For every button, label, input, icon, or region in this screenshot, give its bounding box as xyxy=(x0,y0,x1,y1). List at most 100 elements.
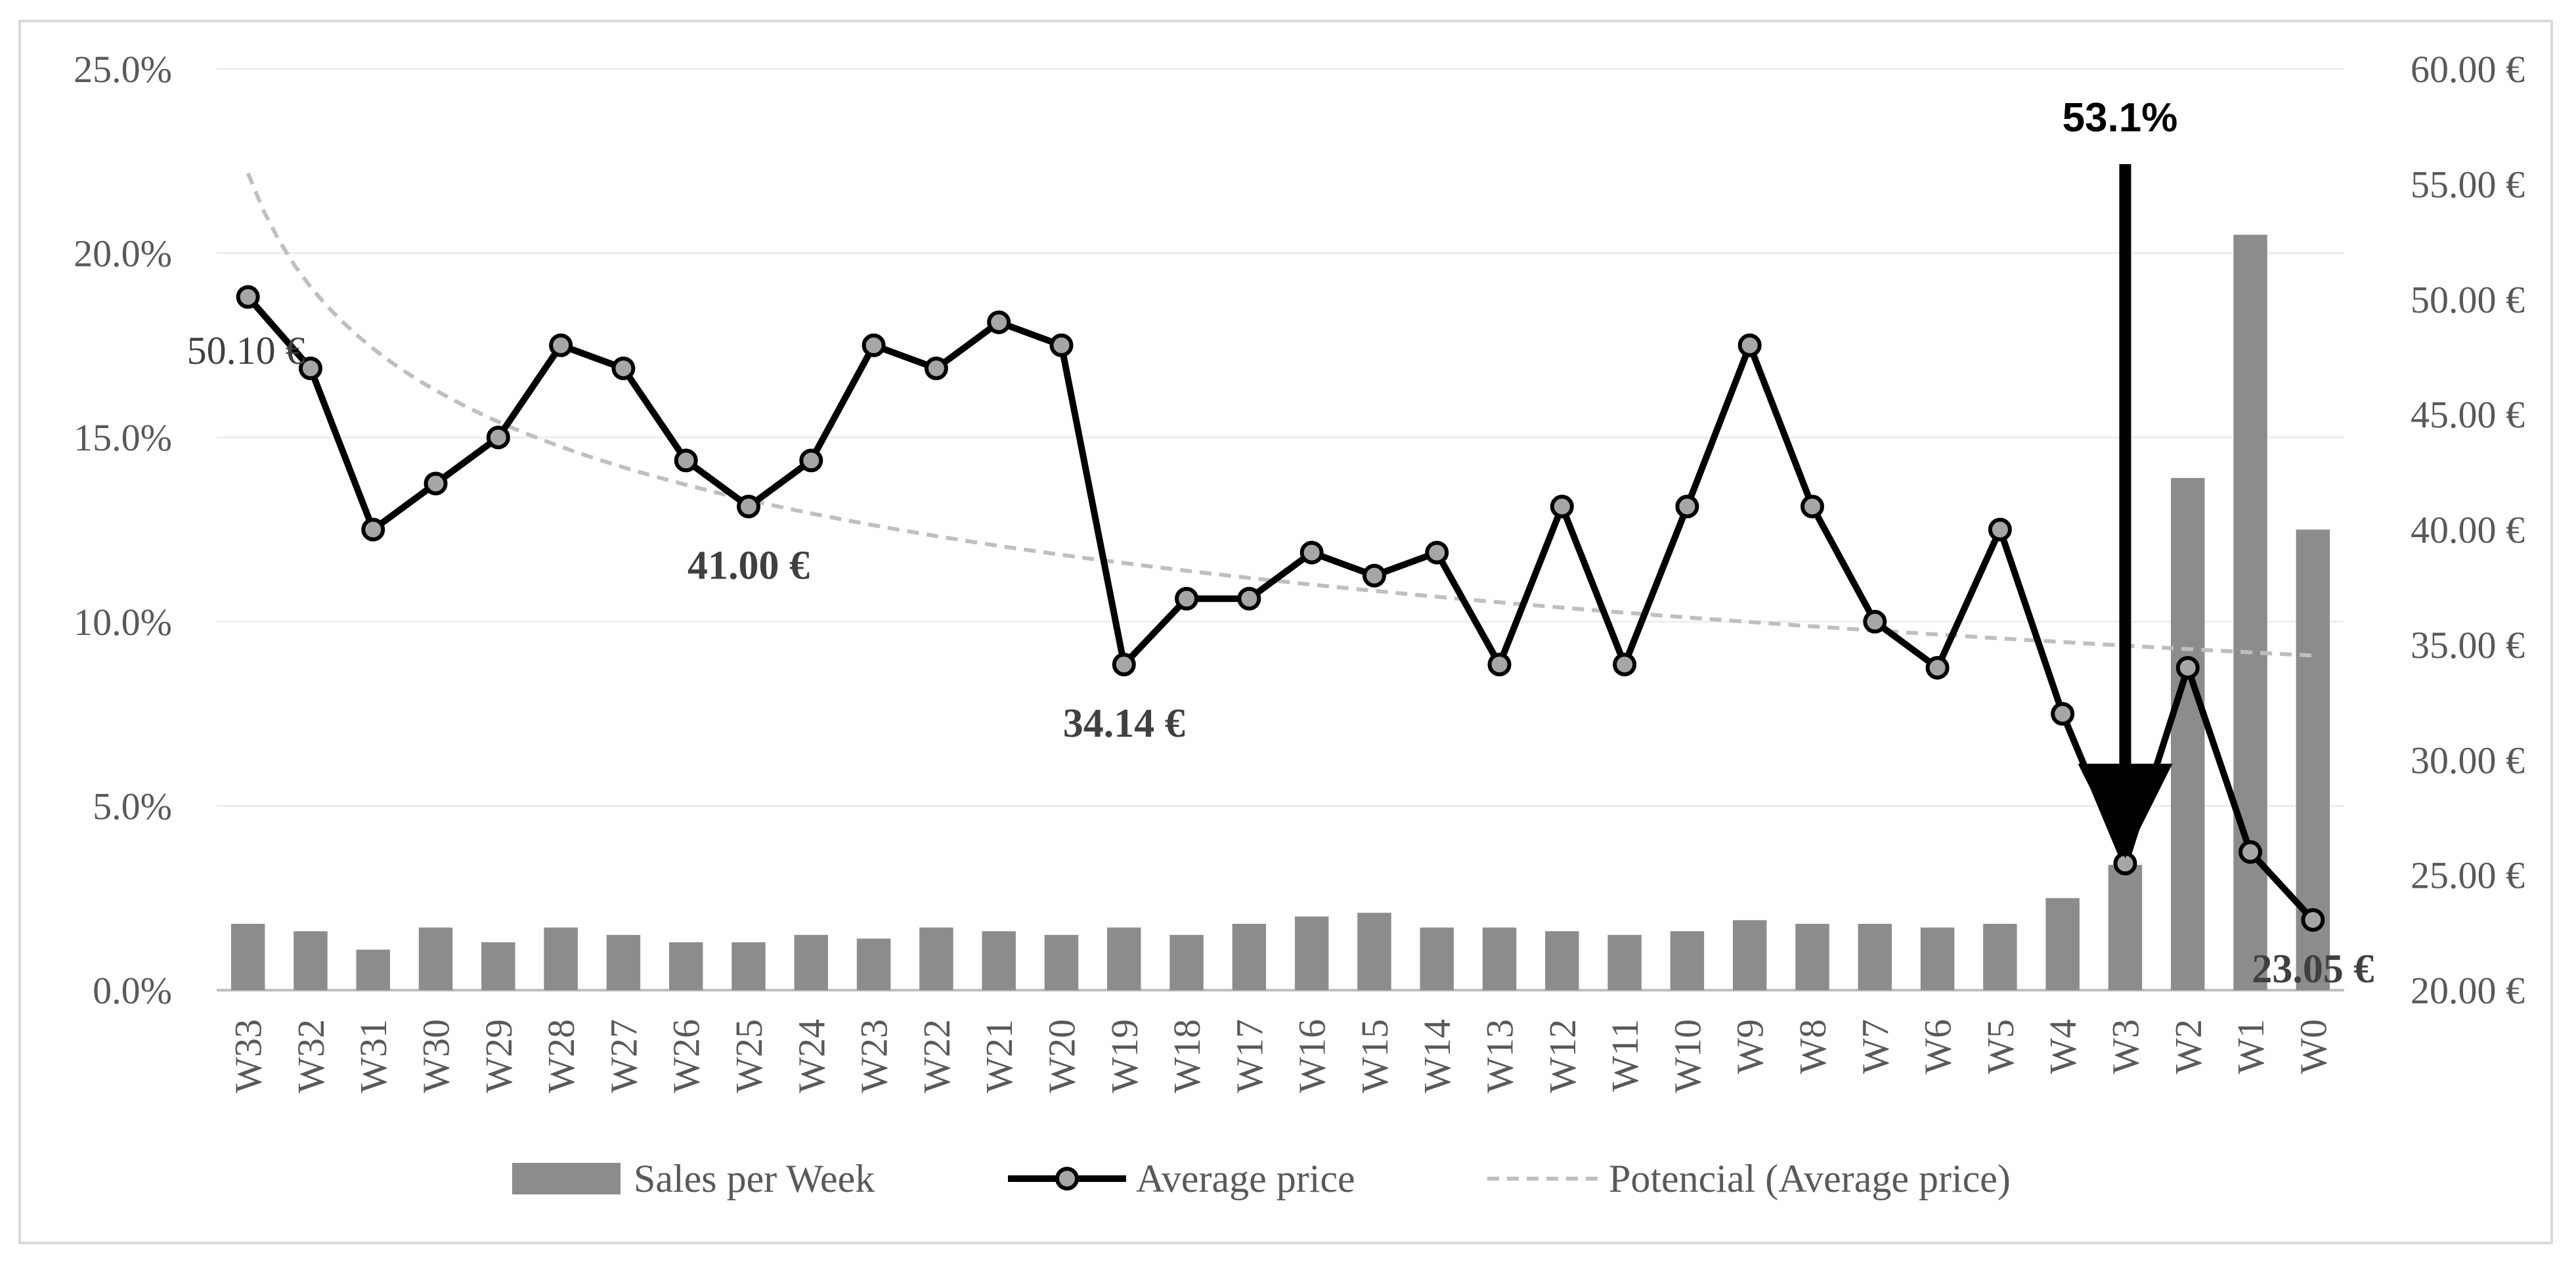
line-series xyxy=(236,285,2325,932)
bar-w9 xyxy=(1732,920,1767,990)
bar-w1 xyxy=(2233,234,2267,990)
bar-w18 xyxy=(1169,934,1204,990)
bar-w17 xyxy=(1232,923,1267,990)
bar-w5 xyxy=(1983,923,2017,990)
peak-callout-label: 53.1% xyxy=(2063,95,2178,141)
x-tick-label: W28 xyxy=(540,1019,582,1093)
right-axis-ticks: 20.00 € 25.00 € 30.00 € 35.00 € 40.00 € 45.00… xyxy=(2411,48,2525,1012)
legend-label-line: Average price xyxy=(1136,1157,1355,1200)
bar-w27 xyxy=(606,934,641,990)
x-tick-label: W12 xyxy=(1541,1019,1584,1093)
x-tick-label: W1 xyxy=(2229,1019,2272,1074)
bar-w10 xyxy=(1670,931,1705,990)
x-tick-label: W14 xyxy=(1416,1019,1458,1093)
point-w19 xyxy=(1112,653,1136,677)
bar-w28 xyxy=(544,927,578,990)
bar-w15 xyxy=(1357,913,1391,990)
point-w26 xyxy=(674,448,698,473)
right-axis-tick-label: 55.00 € xyxy=(2411,163,2525,206)
bar-w14 xyxy=(1420,927,1454,990)
x-tick-label: W6 xyxy=(1917,1019,1959,1074)
x-tick-label: W15 xyxy=(1353,1019,1396,1093)
left-axis-ticks: 0.0% 5.0% 10.0% 15.0% 20.0% 25.0% xyxy=(74,48,172,1012)
bar-w2 xyxy=(2171,477,2205,990)
x-tick-label: W17 xyxy=(1228,1019,1271,1093)
point-w30 xyxy=(424,471,448,496)
legend-label-trend: Potencial (Average price) xyxy=(1609,1157,2011,1200)
right-axis-tick-label: 60.00 € xyxy=(2411,48,2525,91)
right-axis-tick-label: 30.00 € xyxy=(2411,739,2525,781)
point-w22 xyxy=(924,356,948,380)
left-axis-tick-label: 0.0% xyxy=(93,969,172,1012)
x-tick-label: W4 xyxy=(2041,1019,2084,1074)
point-w1 xyxy=(2238,840,2263,864)
bar-series xyxy=(230,234,2330,990)
x-tick-label: W33 xyxy=(227,1019,270,1093)
average-price-line xyxy=(245,294,2316,923)
x-tick-label: W19 xyxy=(1103,1019,1146,1093)
bar-w29 xyxy=(481,942,515,990)
bar-w26 xyxy=(668,942,703,990)
bar-w6 xyxy=(1920,927,1955,990)
x-tick-label: W26 xyxy=(665,1019,708,1093)
bar-w23 xyxy=(856,938,891,990)
point-w5 xyxy=(1988,517,2012,542)
x-tick-label: W8 xyxy=(1791,1019,1834,1074)
trendline-path xyxy=(246,172,2313,658)
bar-w19 xyxy=(1107,927,1141,990)
x-tick-label: W18 xyxy=(1166,1019,1208,1093)
legend-label-bars: Sales per Week xyxy=(634,1157,875,1200)
bar-w30 xyxy=(418,927,453,990)
point-w33 xyxy=(236,285,260,309)
bar-w24 xyxy=(794,934,829,990)
x-tick-label: W25 xyxy=(728,1019,770,1093)
point-w8 xyxy=(1801,494,1824,519)
point-w13 xyxy=(1487,653,1512,677)
x-tick-label: W24 xyxy=(790,1019,833,1093)
bar-w22 xyxy=(919,927,953,990)
x-tick-label: W32 xyxy=(290,1019,332,1093)
legend-swatch-bars xyxy=(512,1163,621,1194)
point-w12 xyxy=(1550,494,1574,519)
data-label-w19: 34.14 € xyxy=(1063,701,1185,746)
point-w23 xyxy=(862,333,886,357)
point-w0 xyxy=(2301,908,2325,932)
point-w3 xyxy=(2113,852,2137,876)
x-tick-label: W20 xyxy=(1040,1019,1083,1093)
x-tick-label: W27 xyxy=(602,1019,645,1093)
x-tick-label: W13 xyxy=(1479,1019,1521,1093)
point-w18 xyxy=(1175,586,1199,611)
bar-w21 xyxy=(982,931,1016,990)
x-tick-label: W22 xyxy=(915,1019,958,1093)
point-w27 xyxy=(611,356,636,380)
point-w28 xyxy=(549,333,573,357)
left-axis-tick-label: 15.0% xyxy=(74,416,172,459)
left-axis-tick-label: 10.0% xyxy=(74,601,172,643)
x-tick-label: W30 xyxy=(415,1019,458,1093)
left-axis-tick-label: 5.0% xyxy=(93,785,172,827)
annotations: 50.10 € 41.00 € 34.14 € 23.05 € 53.1% xyxy=(187,95,2374,992)
point-w10 xyxy=(1675,494,1699,519)
point-w15 xyxy=(1362,563,1386,588)
point-w2 xyxy=(2175,655,2200,680)
bar-w16 xyxy=(1294,916,1329,990)
right-axis-tick-label: 25.00 € xyxy=(2411,854,2525,897)
bar-w20 xyxy=(1044,934,1079,990)
x-tick-label: W0 xyxy=(2292,1019,2334,1074)
point-w25 xyxy=(737,494,760,519)
bar-w12 xyxy=(1545,931,1579,990)
point-w17 xyxy=(1237,586,1261,611)
right-axis-tick-label: 35.00 € xyxy=(2411,624,2525,666)
x-tick-label: W7 xyxy=(1854,1019,1896,1074)
bar-w33 xyxy=(230,923,265,990)
bar-w32 xyxy=(294,931,328,990)
right-axis-tick-label: 50.00 € xyxy=(2411,278,2525,321)
x-tick-label: W23 xyxy=(853,1019,896,1093)
x-tick-label: W31 xyxy=(352,1019,395,1093)
x-tick-label: W5 xyxy=(1979,1019,2022,1074)
point-w6 xyxy=(1925,655,1950,680)
point-w9 xyxy=(1737,333,1762,357)
bar-w3 xyxy=(2108,865,2143,990)
bar-w13 xyxy=(1482,927,1517,990)
